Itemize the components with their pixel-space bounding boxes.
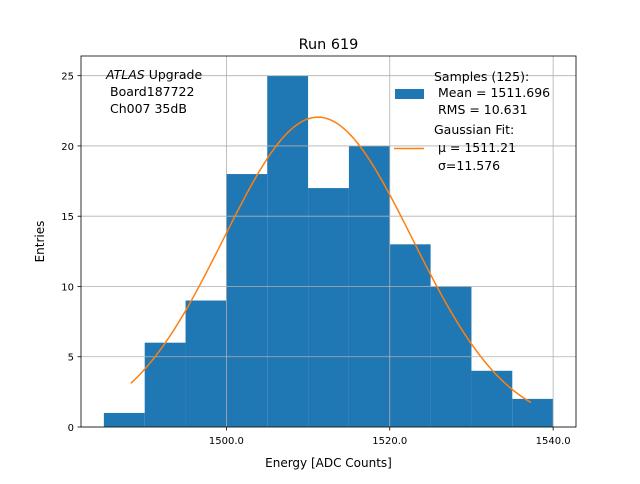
histogram-bar: [144, 342, 186, 427]
atlas-annotation: ATLAS Upgrade Board187722 Ch007 35dB: [105, 67, 202, 116]
chart-title: Run 619: [299, 37, 359, 53]
gaussian-fit-line: [130, 116, 532, 404]
legend-fit-mu: μ = 1511.21: [434, 140, 516, 155]
channel-label: Ch007 35dB: [110, 101, 187, 116]
histogram-bar: [308, 188, 349, 427]
histogram-bar: [226, 174, 268, 427]
histogram-bar: [389, 244, 431, 427]
x-tick-label: 1520.0: [372, 436, 407, 447]
y-tick-label: 0: [68, 423, 74, 434]
board-label: Board187722: [110, 84, 194, 99]
legend-fit-title: Gaussian Fit:: [434, 122, 514, 137]
legend-hist-rms: RMS = 10.631: [434, 102, 528, 117]
histogram-bar: [103, 412, 145, 427]
legend-hist-swatch: [395, 89, 424, 99]
y-tick-label: 15: [61, 212, 74, 223]
atlas-label: ATLAS: [105, 67, 145, 82]
x-tick-label: 1500.0: [209, 436, 244, 447]
legend-hist-mean: Mean = 1511.696: [434, 85, 550, 100]
legend: Samples (125): Mean = 1511.696 RMS = 10.…: [394, 69, 550, 173]
y-tick-label: 25: [61, 72, 74, 83]
y-tick-label: 5: [68, 353, 74, 364]
histogram-bar: [267, 75, 309, 427]
legend-fit-sigma: σ=11.576: [434, 158, 500, 173]
upgrade-label: Upgrade: [145, 67, 203, 82]
x-axis-label: Energy [ADC Counts]: [265, 456, 392, 470]
svg-text:ATLAS Upgrade: ATLAS Upgrade: [105, 67, 202, 82]
legend-hist-title: Samples (125):: [434, 69, 529, 84]
histogram-bars: [103, 75, 554, 427]
y-axis-label: Entries: [33, 221, 47, 263]
y-tick-label: 10: [61, 282, 74, 293]
y-tick-label: 20: [61, 142, 74, 153]
histogram-bar: [471, 370, 513, 427]
axes-frame: [80, 55, 577, 428]
histogram-bar: [512, 398, 554, 427]
ticks: 1500.0 1520.0 1540.0 0 5 10 15 20 25: [61, 72, 570, 447]
histogram-bar: [185, 300, 227, 427]
x-tick-label: 1540.0: [536, 436, 571, 447]
